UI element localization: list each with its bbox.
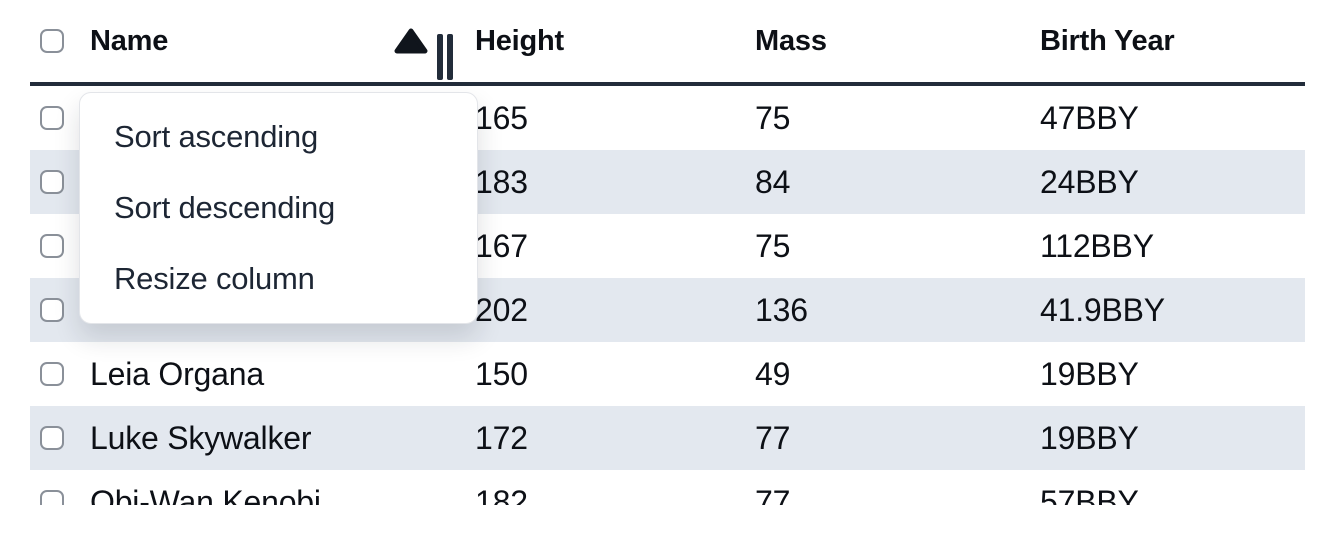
sort-ascending-icon: [394, 28, 428, 54]
cell-height: 172: [475, 419, 528, 456]
resize-bar-icon: [437, 34, 443, 80]
table-header-row: Name Height Mass Birth Year: [30, 0, 1305, 86]
menu-item-sort-descending[interactable]: Sort descending: [114, 189, 336, 225]
cell-mass: 49: [755, 355, 791, 392]
menu-item-resize-column[interactable]: Resize column: [114, 260, 315, 296]
cell-height: 202: [475, 291, 528, 328]
cell-name: Obi-Wan Kenobi: [90, 483, 321, 506]
row-checkbox[interactable]: [40, 362, 64, 386]
cell-height: 167: [475, 227, 528, 264]
row-checkbox[interactable]: [40, 426, 64, 450]
cell-birth-year: 47BBY: [1040, 99, 1139, 136]
select-all-checkbox[interactable]: [40, 29, 64, 53]
column-header-name-label: Name: [90, 24, 169, 57]
menu-item-sort-ascending[interactable]: Sort ascending: [114, 118, 318, 154]
row-checkbox[interactable]: [40, 106, 64, 130]
cell-name: Luke Skywalker: [90, 419, 312, 456]
column-header-mass[interactable]: Mass: [755, 24, 827, 57]
column-resize-handle[interactable]: [437, 34, 453, 80]
cell-name: Leia Organa: [90, 355, 264, 392]
cell-height: 183: [475, 163, 528, 200]
row-checkbox-cell: [30, 234, 90, 258]
cell-height: 150: [475, 355, 528, 392]
cell-mass: 75: [755, 227, 791, 264]
row-checkbox-cell: [30, 298, 90, 322]
cell-height: 182: [475, 483, 528, 506]
cell-mass: 77: [755, 419, 791, 456]
row-checkbox[interactable]: [40, 490, 64, 505]
cell-mass: 84: [755, 163, 791, 200]
cell-birth-year: 41.9BBY: [1040, 291, 1165, 328]
cell-mass: 75: [755, 99, 791, 136]
table-row[interactable]: 167 75 112BBY: [30, 214, 1305, 278]
cell-birth-year: 19BBY: [1040, 355, 1139, 392]
column-header-height[interactable]: Height: [475, 24, 565, 57]
table-row[interactable]: Leia Organa 150 49 19BBY: [30, 342, 1305, 406]
row-checkbox[interactable]: [40, 234, 64, 258]
column-header-name[interactable]: Name: [90, 0, 475, 82]
table-row[interactable]: Luke Skywalker 172 77 19BBY: [30, 406, 1305, 470]
table-row[interactable]: Obi-Wan Kenobi 182 77 57BBY: [30, 470, 1305, 505]
cell-birth-year: 112BBY: [1040, 227, 1154, 264]
cell-height: 165: [475, 99, 528, 136]
table-row[interactable]: 165 75 47BBY: [30, 86, 1305, 150]
row-checkbox-cell: [30, 362, 90, 386]
column-header-birth-year[interactable]: Birth Year: [1040, 24, 1175, 57]
cell-birth-year: 24BBY: [1040, 163, 1139, 200]
cell-mass: 136: [755, 291, 808, 328]
cell-birth-year: 57BBY: [1040, 483, 1139, 506]
cell-birth-year: 19BBY: [1040, 419, 1139, 456]
row-checkbox-cell: [30, 170, 90, 194]
cell-mass: 77: [755, 483, 791, 506]
resize-bar-icon: [447, 34, 453, 80]
select-all-cell: [30, 29, 90, 53]
column-header-context-menu: Sort ascending Sort descending Resize co…: [79, 92, 478, 324]
row-checkbox[interactable]: [40, 170, 64, 194]
row-checkbox-cell: [30, 490, 90, 505]
row-checkbox[interactable]: [40, 298, 64, 322]
row-checkbox-cell: [30, 426, 90, 450]
row-checkbox-cell: [30, 106, 90, 130]
